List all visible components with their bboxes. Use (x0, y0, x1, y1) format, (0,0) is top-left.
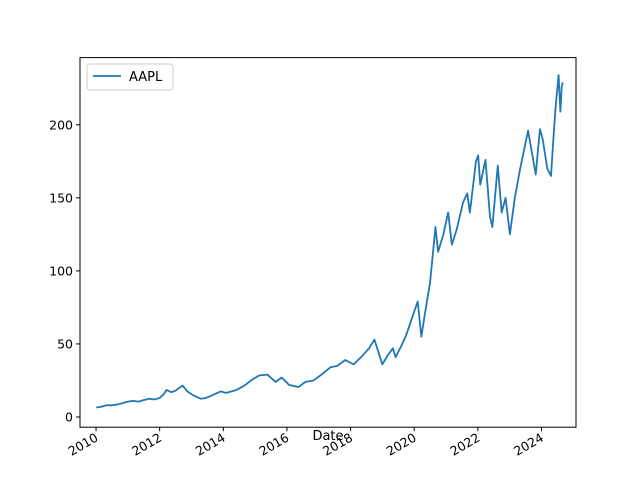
y-axis: 0 50 100 150 200 (49, 117, 80, 424)
legend: AAPL (86, 63, 174, 91)
y-tick-label: 150 (49, 190, 73, 205)
plot-frame (79, 57, 577, 428)
series-layer (96, 74, 564, 409)
x-axis-label: Date (312, 429, 343, 444)
legend-label-aapl: AAPL (129, 70, 163, 85)
y-tick-label: 50 (57, 336, 73, 351)
series-line-aapl (96, 74, 564, 409)
legend-box (86, 63, 174, 91)
y-tick-label: 100 (49, 263, 73, 278)
y-tick-label: 0 (65, 409, 73, 424)
y-tick-label: 200 (49, 117, 73, 132)
